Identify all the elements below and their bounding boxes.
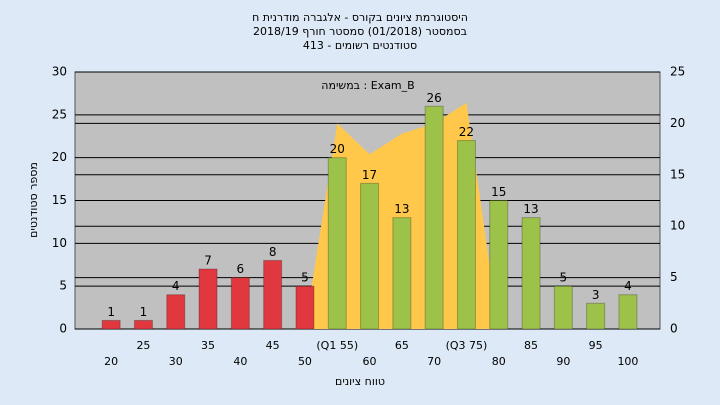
bar xyxy=(230,277,250,330)
x-tick-label: 50 xyxy=(298,355,312,368)
bar xyxy=(553,285,573,330)
bar xyxy=(618,294,638,330)
data-label: 7 xyxy=(204,254,212,268)
bar xyxy=(166,294,186,330)
x-tick-label: 100 xyxy=(617,355,638,368)
data-label: 1 xyxy=(140,305,148,319)
bar xyxy=(295,285,315,330)
x-tick-label: (Q3 75) xyxy=(446,339,488,352)
y-tick-label: 5 xyxy=(59,279,67,293)
data-label: 4 xyxy=(624,279,632,293)
x-tick-label: 35 xyxy=(201,339,215,352)
bar xyxy=(586,302,606,330)
data-label: 13 xyxy=(394,202,409,216)
data-label: 5 xyxy=(301,271,309,285)
data-label: 17 xyxy=(362,168,377,182)
data-label: 20 xyxy=(330,142,345,156)
data-label: 5 xyxy=(560,271,568,285)
bar xyxy=(360,182,380,330)
y-tick-label: 20 xyxy=(52,150,67,164)
data-label: 3 xyxy=(592,288,600,302)
y2-tick-label: 0 xyxy=(670,322,678,336)
x-tick-label: 65 xyxy=(395,339,409,352)
x-tick-label: 20 xyxy=(104,355,118,368)
data-label: 15 xyxy=(491,185,506,199)
data-label: 4 xyxy=(172,279,180,293)
x-axis-label: טווח ציונים xyxy=(335,375,385,388)
bar xyxy=(424,105,444,330)
x-tick-label: 30 xyxy=(169,355,183,368)
data-label: 26 xyxy=(427,91,442,105)
y2-tick-label: 25 xyxy=(670,65,685,79)
bar xyxy=(198,268,218,330)
x-tick-label: 80 xyxy=(492,355,506,368)
bar xyxy=(133,319,153,330)
chart-subtitle: בסמסטר (01/2018) סמסטר חורף 2018/19 xyxy=(253,25,467,38)
bar xyxy=(327,157,347,330)
y-tick-label: 15 xyxy=(52,193,67,207)
y-tick-label: 25 xyxy=(52,107,67,121)
x-tick-label: 60 xyxy=(363,355,377,368)
annotation: במשימה : Exam_B xyxy=(321,79,414,92)
data-label: 1 xyxy=(107,305,115,319)
y-tick-label: 10 xyxy=(52,236,67,250)
chart-title: היסטוגרמת ציונים בקורס - אלגברה מודרנית … xyxy=(252,11,468,24)
y-tick-label: 0 xyxy=(59,322,67,336)
area xyxy=(304,102,499,329)
bar xyxy=(489,200,509,330)
x-tick-label: 90 xyxy=(556,355,570,368)
data-label: 13 xyxy=(523,202,538,216)
bar xyxy=(263,259,283,330)
x-tick-label: 95 xyxy=(589,339,603,352)
y-tick-label: 30 xyxy=(52,65,67,79)
chart-subtitle: 413 - סטודנטים רשומים xyxy=(303,39,417,52)
x-tick-label: 40 xyxy=(233,355,247,368)
bar xyxy=(101,319,121,330)
data-label: 22 xyxy=(459,125,474,139)
y-axis-label: מספר סטודנטים xyxy=(27,162,40,238)
x-tick-label: (Q1 55) xyxy=(316,339,358,352)
bar xyxy=(521,217,541,330)
y2-tick-label: 10 xyxy=(670,219,685,233)
bar xyxy=(456,140,476,330)
x-tick-label: 25 xyxy=(136,339,150,352)
x-tick-label: 85 xyxy=(524,339,538,352)
y2-tick-label: 5 xyxy=(670,270,678,284)
data-label: 8 xyxy=(269,245,277,259)
y2-tick-label: 20 xyxy=(670,116,685,130)
y2-tick-label: 15 xyxy=(670,167,685,181)
x-tick-label: 45 xyxy=(266,339,280,352)
x-tick-label: 70 xyxy=(427,355,441,368)
data-label: 6 xyxy=(237,262,245,276)
bar xyxy=(392,217,412,330)
